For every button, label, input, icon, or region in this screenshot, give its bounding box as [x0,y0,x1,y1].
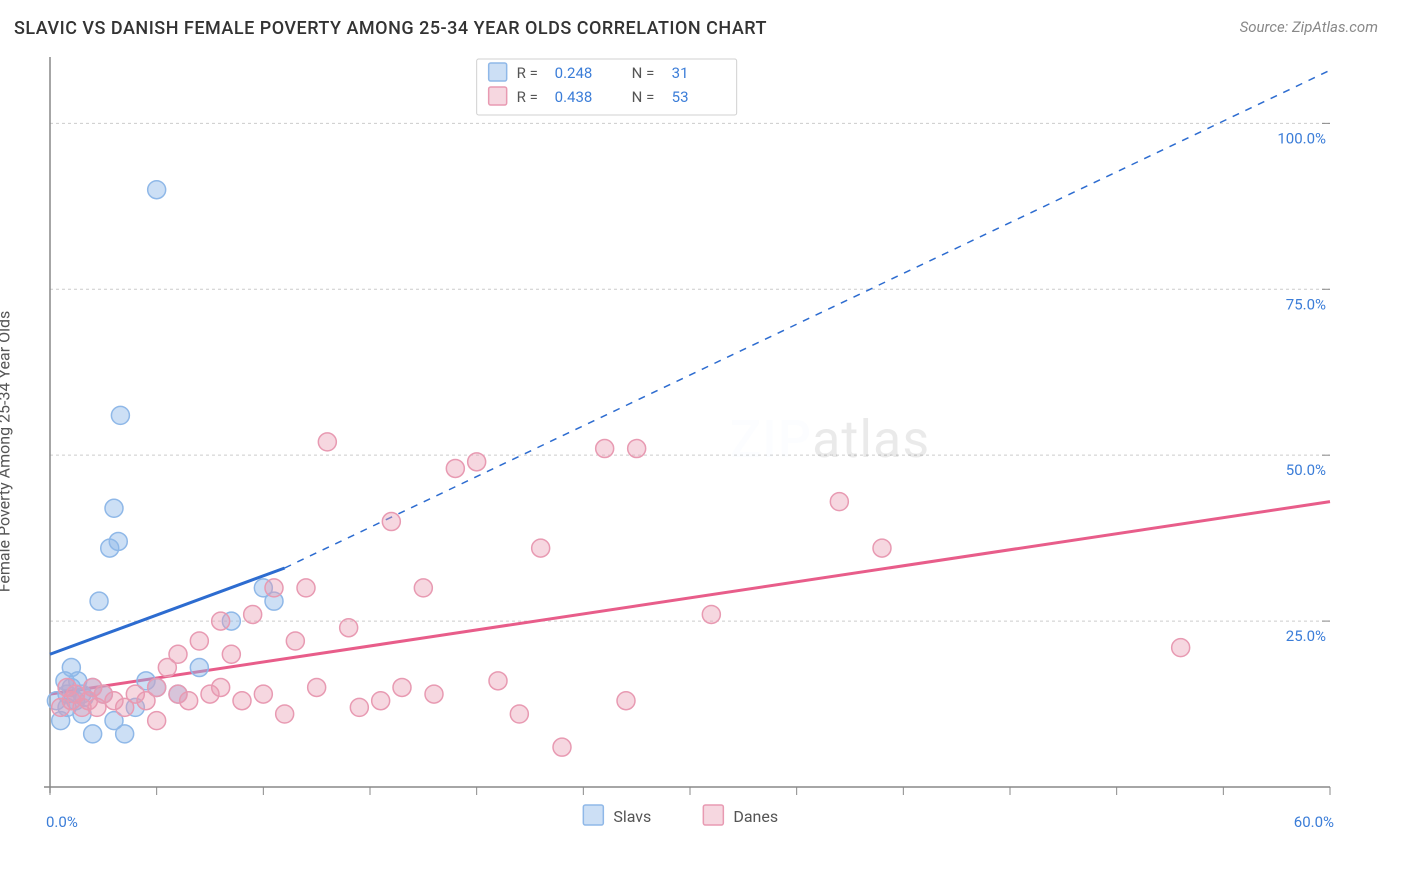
svg-text:60.0%: 60.0% [1294,813,1334,831]
data-point [105,499,123,517]
data-point [212,678,230,696]
legend-label: Danes [733,807,778,826]
data-point [90,592,108,610]
svg-text:0.0%: 0.0% [46,813,78,831]
data-point [510,705,528,723]
data-point [84,725,102,743]
data-point [702,605,720,623]
data-point [233,692,251,710]
data-point [254,685,272,703]
data-point [414,579,432,597]
data-point [340,619,358,637]
svg-text:0.248: 0.248 [555,64,593,82]
legend-label: Slavs [613,807,651,826]
data-point [468,453,486,471]
data-point [148,181,166,199]
data-point [393,678,411,696]
data-point [830,493,848,511]
svg-text:R =: R = [517,64,538,82]
data-point [222,645,240,663]
data-point [190,659,208,677]
data-point [111,406,129,424]
svg-text:53: 53 [672,88,689,106]
data-point [425,685,443,703]
chart-title: SLAVIC VS DANISH FEMALE POVERTY AMONG 25… [14,18,767,39]
data-point [244,605,262,623]
data-point [212,612,230,630]
data-point [148,712,166,730]
source-attribution: Source: ZipAtlas.com [1240,18,1378,36]
data-point [265,579,283,597]
data-point [190,632,208,650]
data-point [116,725,134,743]
data-point [596,440,614,458]
svg-text:25.0%: 25.0% [1286,627,1326,645]
data-point [628,440,646,458]
data-point [109,532,127,550]
data-point [553,738,571,756]
legend-swatch [703,805,723,825]
data-point [297,579,315,597]
data-point [617,692,635,710]
svg-text:0.438: 0.438 [555,88,593,106]
svg-text:N =: N = [632,88,655,106]
data-point [180,692,198,710]
data-point [276,705,294,723]
svg-text:100.0%: 100.0% [1277,129,1326,147]
data-point [532,539,550,557]
y-axis-label: Female Poverty Among 25-34 Year Olds [0,311,14,593]
svg-text:31: 31 [672,64,689,82]
svg-text:R =: R = [517,88,538,106]
correlation-scatter-chart: 0.0% 60.0% 25.0% 50.0% 75.0% 100.0% ZIPatlas R … [30,47,1370,837]
data-point [1172,639,1190,657]
svg-text:ZIPatlas: ZIPatlas [730,409,930,470]
data-point [308,678,326,696]
data-point [372,692,390,710]
data-point [350,698,368,716]
data-point [873,539,891,557]
data-point [169,645,187,663]
legend-swatch [583,805,603,825]
svg-text:50.0%: 50.0% [1286,461,1326,479]
svg-text:75.0%: 75.0% [1286,295,1326,313]
data-point [286,632,304,650]
data-point [382,513,400,531]
data-point [446,459,464,477]
data-point [148,678,166,696]
data-point [489,672,507,690]
svg-text:N =: N = [632,64,655,82]
data-point [318,433,336,451]
